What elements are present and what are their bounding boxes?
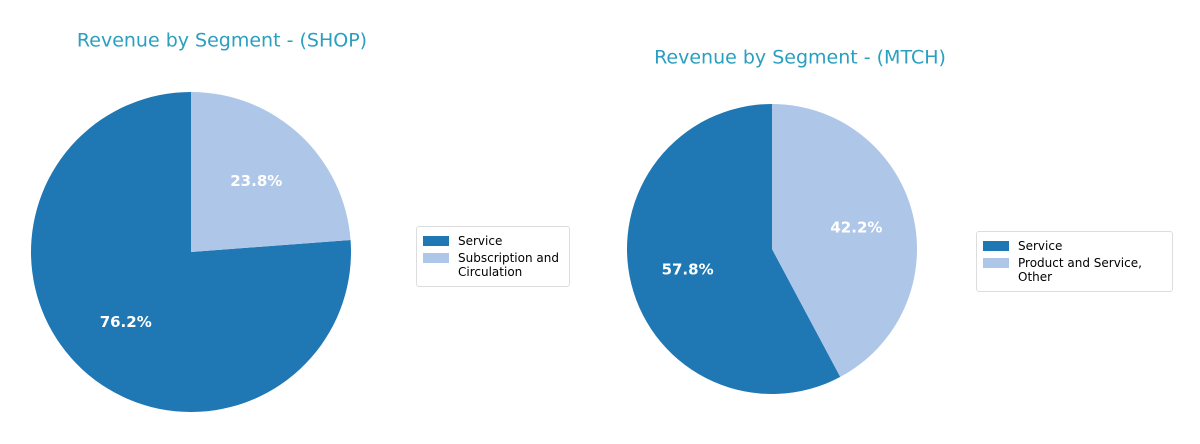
legend-label: Service — [1018, 239, 1063, 253]
legend: Service Subscription and Circulation — [416, 226, 570, 287]
legend-label: Service — [458, 234, 503, 248]
pie-slice — [191, 92, 351, 252]
legend: Service Product and Service, Other — [976, 231, 1173, 292]
legend-entry: Subscription and Circulation — [423, 251, 563, 279]
pie-slice — [626, 104, 841, 394]
legend-swatch — [423, 253, 449, 263]
legend-entry: Service — [983, 239, 1166, 253]
legend-label: Subscription and Circulation — [458, 251, 559, 279]
pie-slice — [772, 104, 917, 377]
value-label: 23.8% — [230, 172, 282, 190]
legend-swatch — [983, 241, 1009, 251]
chart-title: Revenue by Segment - (SHOP) — [77, 30, 367, 52]
pie-slice — [30, 92, 352, 413]
value-label: 57.8% — [662, 261, 714, 279]
value-label: 76.2% — [100, 313, 152, 331]
legend-label: Product and Service, Other — [1018, 256, 1142, 284]
legend-swatch — [423, 236, 449, 246]
value-label: 42.2% — [830, 218, 882, 236]
chart-title: Revenue by Segment - (MTCH) — [654, 47, 946, 69]
legend-swatch — [983, 258, 1009, 268]
legend-entry: Product and Service, Other — [983, 256, 1166, 284]
legend-entry: Service — [423, 234, 563, 248]
